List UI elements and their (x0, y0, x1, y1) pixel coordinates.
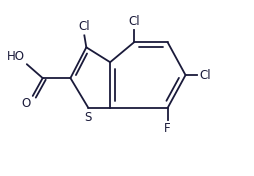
Text: Cl: Cl (199, 69, 211, 82)
Text: O: O (22, 97, 31, 110)
Text: Cl: Cl (128, 15, 140, 29)
Text: Cl: Cl (78, 20, 90, 33)
Text: HO: HO (7, 50, 25, 63)
Text: F: F (164, 122, 171, 135)
Text: S: S (85, 111, 92, 124)
